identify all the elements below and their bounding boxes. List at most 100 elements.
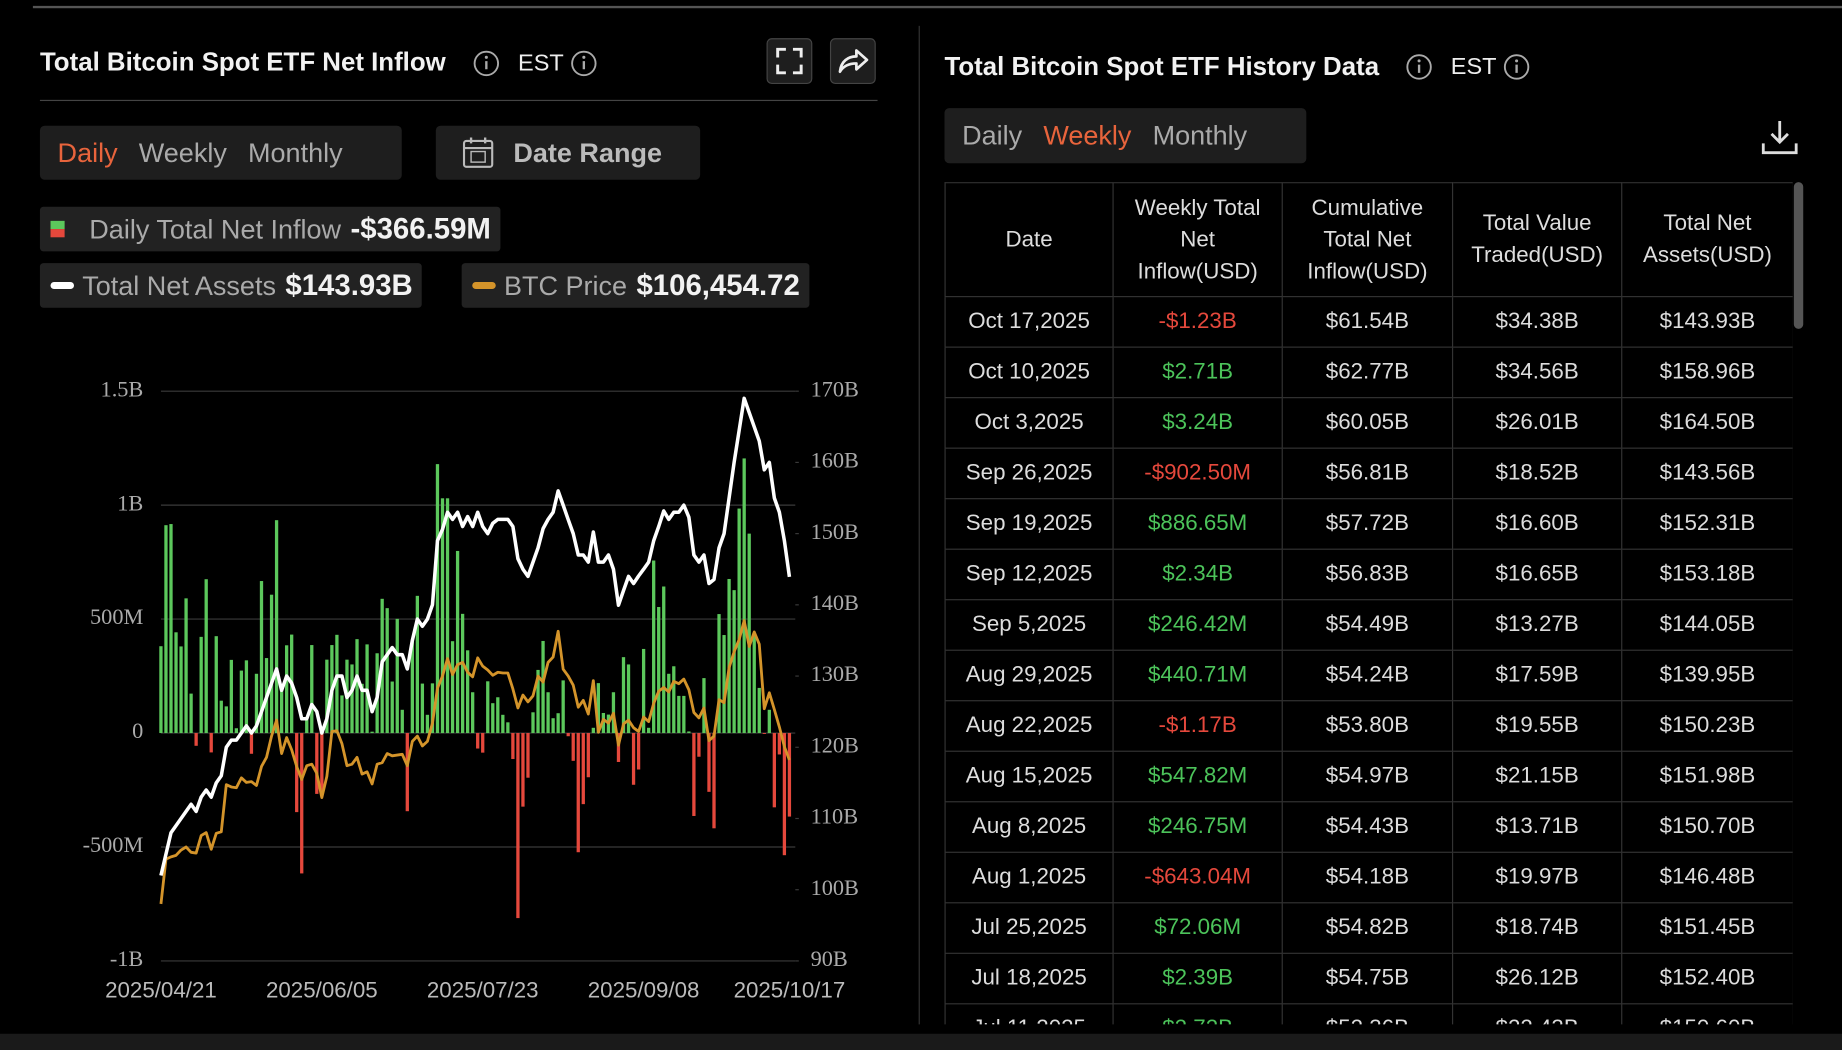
tab[interactable]: Daily xyxy=(57,136,118,168)
table-cell: Oct 3,2025 xyxy=(944,397,1114,449)
bar xyxy=(571,733,575,761)
bar xyxy=(425,714,430,734)
table-cell: $152.40B xyxy=(1621,952,1793,1005)
bar xyxy=(159,646,163,734)
table-row: Aug 15,2025 $547.82M $54.97B $21.15B $151.98… xyxy=(944,750,1793,803)
bar xyxy=(491,703,495,734)
y2-tick-label: 90B xyxy=(811,946,848,971)
table-cell: $57.72B xyxy=(1281,498,1454,550)
legend-name: Daily Total Net Inflow xyxy=(89,213,342,244)
bar xyxy=(471,692,475,734)
table-cell: -$1.23B xyxy=(1112,296,1283,348)
table-cell: $54.24B xyxy=(1281,649,1454,702)
table-cell: Oct 10,2025 xyxy=(944,346,1114,399)
y2-tick-label: 170B xyxy=(811,376,859,401)
bar xyxy=(526,733,530,778)
info-icon[interactable] xyxy=(1405,53,1433,81)
table-cell: Aug 29,2025 xyxy=(944,649,1114,702)
bar xyxy=(787,733,792,817)
bar xyxy=(315,733,319,794)
table-row: Aug 1,2025 -$643.04M $54.18B $19.97B $146.48… xyxy=(944,851,1793,904)
bar xyxy=(566,733,570,737)
table-cell: -$1.17B xyxy=(1112,700,1283,752)
bar xyxy=(481,733,485,753)
table-cell: $22.43B xyxy=(1451,1003,1623,1025)
bar xyxy=(561,680,565,734)
table-cell: $18.52B xyxy=(1451,447,1623,500)
table-cell: Oct 17,2025 xyxy=(944,296,1114,348)
bar xyxy=(641,648,646,734)
bar xyxy=(234,728,239,734)
table-cell: $146.48B xyxy=(1621,851,1793,904)
bar xyxy=(395,618,399,734)
bar xyxy=(204,579,208,734)
table-cell: $17.59B xyxy=(1451,649,1623,702)
table-cell: $151.45B xyxy=(1621,902,1793,954)
bar xyxy=(455,550,460,734)
tab[interactable]: Monthly xyxy=(1152,119,1248,151)
info-icon[interactable] xyxy=(472,49,500,77)
y2-tick-label: 100B xyxy=(811,875,859,900)
tab[interactable]: Weekly xyxy=(1043,119,1132,151)
legend-item[interactable]: BTC Price $106,454.72 xyxy=(461,263,810,308)
bar xyxy=(355,639,359,734)
x-tick-label: 2025/09/08 xyxy=(588,977,700,1002)
table-cell: Aug 8,2025 xyxy=(944,801,1114,853)
bar xyxy=(531,712,535,734)
bar xyxy=(767,709,771,734)
bar xyxy=(646,727,651,734)
tab[interactable]: Weekly xyxy=(138,136,227,168)
bar xyxy=(521,733,525,807)
table-cell: $3.24B xyxy=(1112,397,1283,449)
legend-value: $143.93B xyxy=(285,268,413,302)
table-cell: $150.60B xyxy=(1621,1003,1793,1025)
bar xyxy=(325,659,329,734)
title-underline xyxy=(39,99,878,102)
bar xyxy=(516,733,520,919)
bar xyxy=(174,632,178,734)
table-cell: $60.05B xyxy=(1281,397,1454,449)
line xyxy=(159,619,791,905)
bar xyxy=(224,706,228,734)
legend-value: -$366.59M xyxy=(350,212,491,245)
table-cell: $143.93B xyxy=(1621,296,1793,348)
table-cell: Sep 5,2025 xyxy=(944,599,1114,651)
tab[interactable]: Daily xyxy=(962,119,1023,151)
column-header: Cumulative Total Net Inflow(USD) xyxy=(1281,182,1454,298)
fullscreen-button[interactable] xyxy=(766,38,813,85)
bar xyxy=(556,713,560,734)
table-cell: $21.15B xyxy=(1451,750,1623,803)
scrollbar[interactable] xyxy=(1793,182,1804,329)
download-button[interactable] xyxy=(1760,117,1800,157)
share-button[interactable] xyxy=(829,38,876,85)
table-cell: $18.74B xyxy=(1451,902,1623,954)
table-cell: $26.01B xyxy=(1451,397,1623,449)
info-icon[interactable] xyxy=(1502,53,1530,81)
bar xyxy=(450,641,455,734)
bar xyxy=(682,695,686,734)
table-cell: $150.70B xyxy=(1621,801,1793,853)
table-cell: $16.65B xyxy=(1451,548,1623,601)
bar xyxy=(435,464,440,734)
legend-item[interactable]: Total Net Assets $143.93B xyxy=(39,263,423,308)
tab[interactable]: Monthly xyxy=(248,136,343,168)
table-cell: $143.56B xyxy=(1621,447,1793,500)
bar xyxy=(320,733,324,797)
bar xyxy=(772,733,776,808)
y-tick-label: -1B xyxy=(110,946,143,971)
bar xyxy=(747,533,751,734)
bar xyxy=(576,733,580,853)
bar xyxy=(596,683,601,734)
table-cell: $246.75M xyxy=(1112,801,1283,853)
y-tick-label: 0 xyxy=(132,718,143,743)
info-icon[interactable] xyxy=(570,49,598,77)
date-range-label: Date Range xyxy=(513,136,663,168)
date-range-button[interactable]: Date Range xyxy=(435,125,701,180)
bar xyxy=(300,733,304,874)
column-header: Total Net Assets(USD) xyxy=(1621,182,1793,298)
table-cell: $62.77B xyxy=(1281,346,1454,399)
bar xyxy=(209,733,213,753)
legend-item[interactable]: Daily Total Net Inflow -$366.59M xyxy=(39,206,501,252)
panel-title: Total Bitcoin Spot ETF History Data xyxy=(944,51,1380,82)
bar xyxy=(626,664,631,734)
